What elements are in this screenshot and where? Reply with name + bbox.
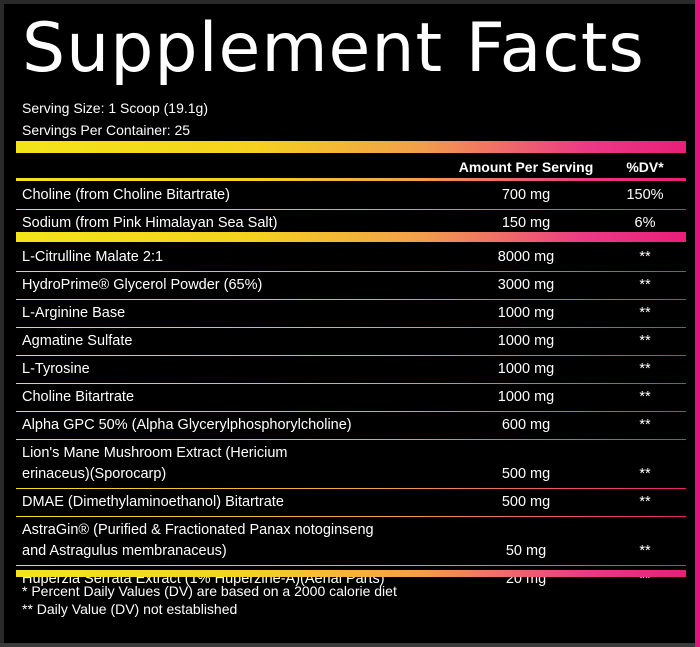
name-line: Sodium (from Pink Himalayan Sea Salt) — [22, 215, 278, 231]
ingredient-name: Agmatine Sulfate — [22, 331, 462, 352]
ingredient-row: L-Tyrosine 1000 mg ** — [16, 356, 686, 384]
nutrient-group: Choline (from Choline Bitartrate) 700 mg 1… — [16, 182, 686, 238]
amount: 600 mg — [501, 417, 551, 433]
amount: 1000 mg — [497, 389, 555, 405]
ingredient-name: L-Tyrosine — [22, 359, 462, 380]
ingredient-name: HydroPrime® Glycerol Powder (65%) — [22, 275, 462, 296]
name-line: erinaceus)(Sporocarp) — [22, 466, 167, 482]
ingredient-name: Choline (from Choline Bitartrate) — [22, 185, 462, 206]
ingredient-row: Sodium (from Pink Himalayan Sea Salt) 150… — [16, 210, 686, 238]
daily-value: ** — [639, 417, 651, 433]
name-line: Lion's Mane Mushroom Extract (Hericium — [22, 445, 288, 461]
name-line: Alpha GPC 50% (Alpha Glycerylphosphorylc… — [22, 417, 352, 433]
amount: 3000 mg — [497, 277, 555, 293]
name-line: Agmatine Sulfate — [22, 333, 133, 349]
daily-value: ** — [639, 466, 651, 482]
ingredient-group: L-Citrulline Malate 2:1 8000 mg ** HydroPri… — [16, 244, 686, 594]
daily-value: ** — [639, 333, 651, 349]
divider-bar — [16, 141, 686, 153]
ingredient-row: Choline Bitartrate 1000 mg ** — [16, 384, 686, 412]
daily-value: 150% — [626, 187, 664, 203]
name-line: DMAE (Dimethylaminoethanol) Bitartrate — [22, 494, 284, 510]
daily-value: ** — [639, 543, 651, 559]
daily-value: ** — [639, 494, 651, 510]
daily-value: ** — [639, 305, 651, 321]
name-line: HydroPrime® Glycerol Powder (65%) — [22, 277, 263, 293]
ingredient-row: L-Arginine Base 1000 mg ** — [16, 300, 686, 328]
daily-value: ** — [639, 249, 651, 265]
name-line: and Astragulus membranaceus) — [22, 543, 227, 559]
name-line: Choline Bitartrate — [22, 389, 135, 405]
amount: 500 mg — [501, 494, 551, 510]
servings-per-container: Servings Per Container: 25 — [22, 122, 191, 138]
amount: 8000 mg — [497, 249, 555, 265]
daily-value: ** — [639, 361, 651, 377]
divider-bar — [16, 570, 686, 577]
name-line: L-Arginine Base — [22, 305, 126, 321]
daily-value: ** — [639, 571, 651, 587]
divider-bar — [16, 178, 686, 181]
ingredient-name: DMAE (Dimethylaminoethanol) Bitartrate — [22, 492, 462, 513]
amount: 700 mg — [501, 187, 551, 203]
ingredient-name: Sodium (from Pink Himalayan Sea Salt) — [22, 213, 462, 234]
ingredient-row: Alpha GPC 50% (Alpha Glycerylphosphorylc… — [16, 412, 686, 440]
name-line: Choline (from Choline Bitartrate) — [22, 187, 230, 203]
ingredient-name: Choline Bitartrate — [22, 387, 462, 408]
amount: 1000 mg — [497, 361, 555, 377]
ingredient-row: Agmatine Sulfate 1000 mg ** — [16, 328, 686, 356]
amount: 50 mg — [505, 543, 547, 559]
daily-value: 6% — [634, 215, 656, 231]
ingredient-name: AstraGin® (Purified & Fractionated Panax… — [22, 520, 462, 562]
ingredient-name: Alpha GPC 50% (Alpha Glycerylphosphorylc… — [22, 415, 462, 436]
amount: 500 mg — [501, 466, 551, 482]
dv-header: %DV* — [626, 159, 664, 175]
amount: 1000 mg — [497, 333, 555, 349]
ingredient-row: HydroPrime® Glycerol Powder (65%) 3000 mg… — [16, 272, 686, 300]
ingredient-row: Lion's Mane Mushroom Extract (Hericium er… — [16, 440, 686, 489]
title: Supplement Facts — [22, 9, 645, 88]
column-header: Amount Per Serving %DV* — [16, 156, 686, 178]
name-line: L-Tyrosine — [22, 361, 90, 377]
amount-header: Amount Per Serving — [458, 159, 594, 175]
ingredient-row: AstraGin® (Purified & Fractionated Panax… — [16, 517, 686, 566]
name-line: L-Citrulline Malate 2:1 — [22, 249, 164, 265]
divider-bar — [16, 232, 686, 242]
ingredient-name: Lion's Mane Mushroom Extract (Hericium er… — [22, 443, 462, 485]
daily-value: ** — [639, 389, 651, 405]
name-line: AstraGin® (Purified & Fractionated Panax… — [22, 522, 374, 538]
serving-size: Serving Size: 1 Scoop (19.1g) — [22, 100, 208, 116]
ingredient-row: Choline (from Choline Bitartrate) 700 mg 1… — [16, 182, 686, 210]
ingredient-row: L-Citrulline Malate 2:1 8000 mg ** — [16, 244, 686, 272]
footnote: * Percent Daily Values (DV) are based on… — [22, 583, 397, 599]
amount: 1000 mg — [497, 305, 555, 321]
amount: 150 mg — [501, 215, 551, 231]
ingredient-name: L-Citrulline Malate 2:1 — [22, 247, 462, 268]
footnote: ** Daily Value (DV) not established — [22, 601, 238, 617]
ingredient-name: L-Arginine Base — [22, 303, 462, 324]
daily-value: ** — [639, 277, 651, 293]
ingredient-row: DMAE (Dimethylaminoethanol) Bitartrate 50… — [16, 489, 686, 517]
